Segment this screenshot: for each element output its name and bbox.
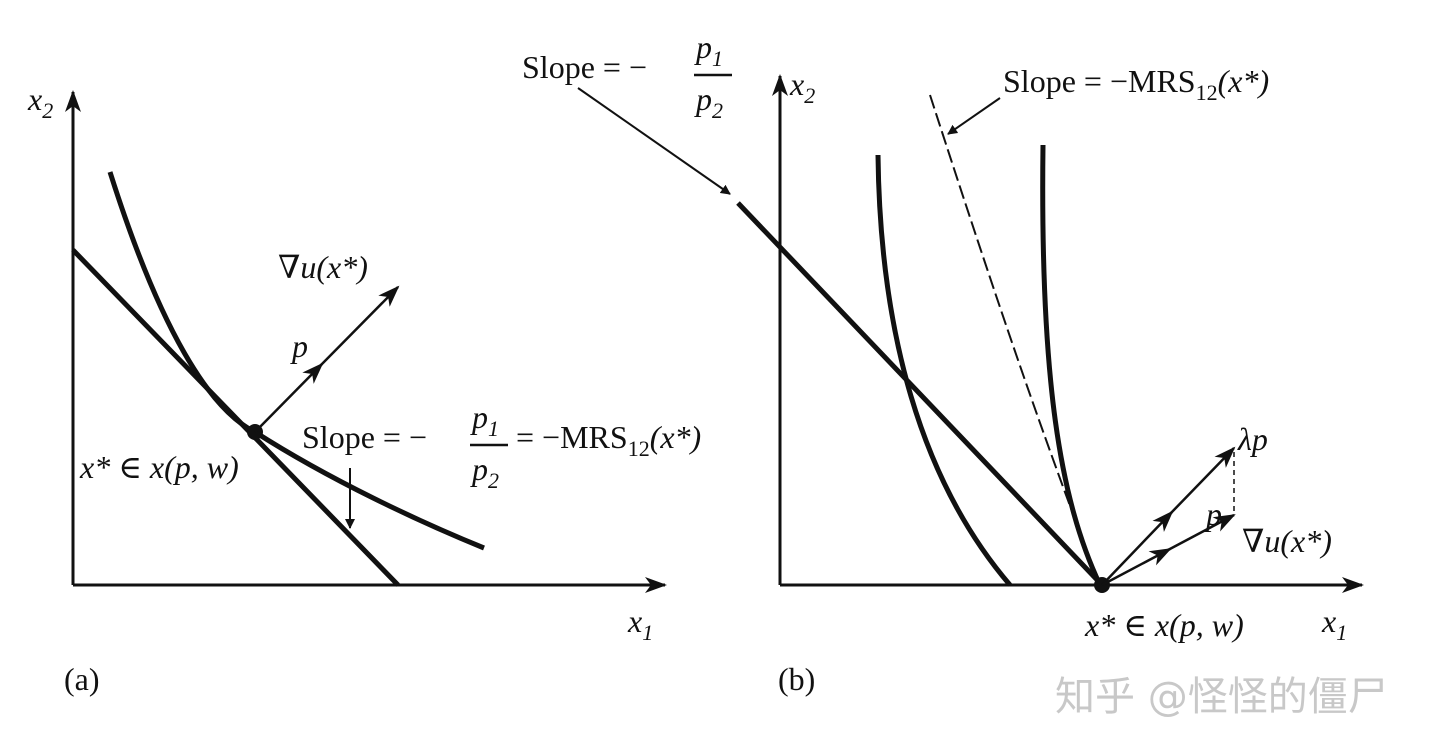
- panel-b: x2 x1 Slope = − p1 p2 Slope = −MRS12(x*)…: [522, 29, 1364, 697]
- price-arrow: [254, 362, 324, 433]
- scaled-price-arrow: [1169, 446, 1236, 515]
- subscript: 1: [712, 46, 723, 71]
- gradient-arrow: [1101, 547, 1172, 587]
- subscript: 2: [488, 468, 499, 493]
- subscript: 12: [628, 436, 650, 461]
- var: p: [470, 451, 488, 487]
- var: x: [789, 66, 804, 102]
- slope-lead: Slope = −: [302, 419, 427, 455]
- indifference-curve: [1040, 144, 1103, 587]
- subscript: 2: [42, 98, 53, 123]
- y-axis-label: x2: [27, 81, 53, 123]
- subscript: 1: [488, 416, 499, 441]
- gradient-label: ∇u(x*): [278, 249, 368, 285]
- mrs-slope-label: Slope = −MRS12(x*): [1003, 63, 1269, 105]
- var: p: [694, 81, 712, 117]
- scaled-price-arrow: [1101, 510, 1174, 586]
- fraction-numerator: p1: [470, 399, 499, 441]
- var: p: [694, 29, 712, 65]
- var: x: [1321, 603, 1336, 639]
- gradient-arrow: [319, 285, 400, 367]
- gradient-arrow: [1167, 513, 1236, 552]
- subscript: 12: [1196, 80, 1218, 105]
- price-label: p: [290, 328, 308, 364]
- var: p: [470, 399, 488, 435]
- panel-a: x2 x1 ∇u(x*) p x* ∈ x(p, w) Slope = − p1…: [27, 81, 701, 697]
- indifference-curve: [875, 154, 1012, 587]
- subscript: 1: [1336, 620, 1347, 645]
- subscript: 2: [712, 98, 723, 123]
- panel-label: (b): [778, 661, 815, 697]
- optimum-label: x* ∈ x(p, w): [79, 449, 239, 485]
- scaled-price-label: λp: [1237, 421, 1268, 457]
- slope-lead: Slope = −: [522, 49, 647, 85]
- price-label: p: [1204, 496, 1222, 532]
- text: (x*): [650, 419, 702, 455]
- slope-tail: = −MRS12(x*): [516, 419, 701, 461]
- x-axis-label: x1: [627, 603, 653, 645]
- x-axis-label: x1: [1321, 603, 1347, 645]
- text: = −MRS: [516, 419, 628, 455]
- y-axis-label: x2: [789, 66, 815, 108]
- subscript: 2: [804, 83, 815, 108]
- text: Slope = −MRS: [1003, 63, 1196, 99]
- text: (x*): [1218, 63, 1270, 99]
- gradient-label: ∇u(x*): [1242, 523, 1332, 559]
- fraction-denominator: p2: [694, 81, 723, 123]
- fraction-numerator: p1: [694, 29, 723, 71]
- budget-line: [736, 201, 1104, 587]
- mrs-tangent: [929, 94, 1101, 586]
- watermark: 知乎 @怪怪的僵尸: [1055, 674, 1388, 720]
- subscript: 1: [642, 620, 653, 645]
- slope-pointer: [947, 97, 1001, 135]
- panel-label: (a): [64, 661, 100, 697]
- var: x: [27, 81, 42, 117]
- slope-pointer: [577, 87, 731, 195]
- var: x: [627, 603, 642, 639]
- fraction-denominator: p2: [470, 451, 499, 493]
- optimum-label: x* ∈ x(p, w): [1084, 607, 1244, 643]
